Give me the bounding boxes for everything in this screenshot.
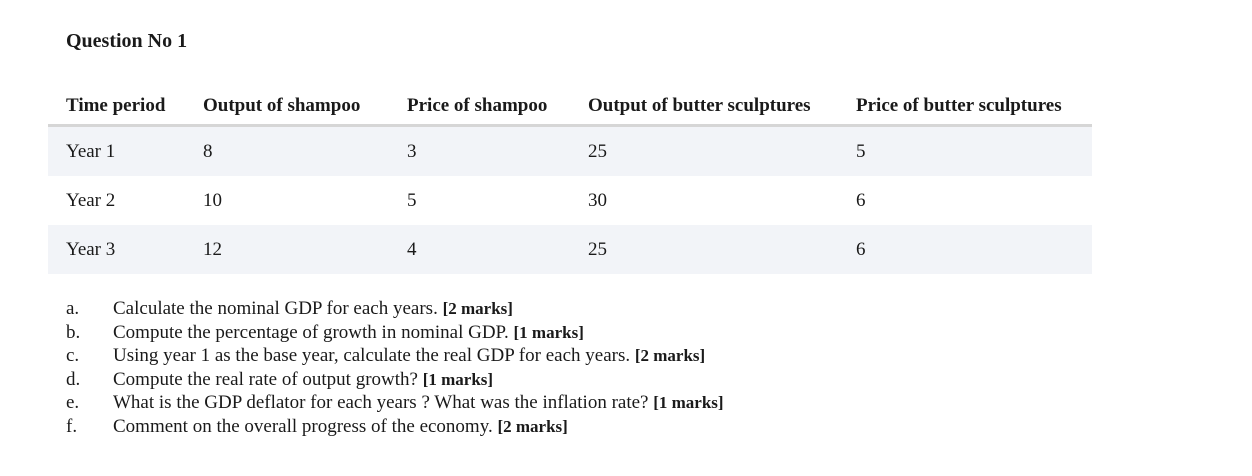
- table-cell: 8: [185, 125, 389, 176]
- table-cell: 6: [838, 225, 1092, 274]
- item-text: Compute the percentage of growth in nomi…: [113, 321, 514, 343]
- table-cell: 5: [838, 125, 1092, 176]
- table-cell: Year 1: [48, 125, 185, 176]
- item-marker: d.: [66, 368, 81, 390]
- item-marks: [1 marks]: [422, 369, 494, 389]
- item-text: Calculate the nominal GDP for each years…: [113, 298, 443, 319]
- item-text: What is the GDP deflator for each years …: [113, 392, 654, 413]
- list-item: d. Compute the real rate of output growt…: [66, 368, 724, 392]
- item-marker: e.: [66, 392, 80, 413]
- list-item: f. Comment on the overall progress of th…: [66, 415, 724, 439]
- item-text: Using year 1 as the base year, calculate…: [113, 345, 635, 366]
- list-item: e. What is the GDP deflator for each yea…: [66, 391, 724, 415]
- item-marks: [2 marks]: [497, 416, 568, 436]
- list-item: b. Compute the percentage of growth in n…: [66, 321, 724, 345]
- table-cell: Year 3: [48, 225, 185, 274]
- item-marks: [2 marks]: [634, 346, 706, 365]
- item-text: Comment on the overall progress of the e…: [113, 415, 498, 437]
- item-marker: c.: [66, 345, 80, 366]
- table-row: Year 2 10 5 30 6: [48, 176, 1092, 225]
- header-price-butter-sculptures: Price of butter sculptures: [838, 88, 1092, 127]
- table-cell: 30: [570, 176, 838, 225]
- item-marks: [2 marks]: [442, 299, 513, 318]
- table-header-row: Time period Output of shampoo Price of s…: [48, 88, 1092, 127]
- header-price-shampoo: Price of shampoo: [389, 88, 570, 127]
- item-text: Compute the real rate of output growth?: [113, 368, 423, 390]
- item-marker: f.: [66, 415, 78, 437]
- table-row: Year 3 12 4 25 6: [48, 225, 1092, 274]
- table-cell: 12: [185, 225, 389, 274]
- header-time-period: Time period: [48, 88, 185, 127]
- table-row: Year 1 8 3 25 5: [48, 125, 1092, 176]
- table-cell: 5: [389, 176, 570, 225]
- table-cell: 25: [570, 125, 838, 176]
- item-marker: b.: [66, 321, 81, 343]
- item-marks: [1 marks]: [513, 322, 584, 342]
- table-cell: Year 2: [48, 176, 185, 225]
- header-output-butter-sculptures: Output of butter sculptures: [570, 88, 838, 127]
- data-table: Time period Output of shampoo Price of s…: [48, 88, 1092, 274]
- header-output-shampoo: Output of shampoo: [185, 88, 389, 127]
- question-title: Question No 1: [66, 30, 188, 52]
- question-list: a. Calculate the nominal GDP for each ye…: [66, 297, 724, 438]
- list-item: a. Calculate the nominal GDP for each ye…: [66, 297, 724, 321]
- item-marks: [1 marks]: [653, 393, 724, 412]
- table-cell: 10: [185, 176, 389, 225]
- table-cell: 6: [838, 176, 1092, 225]
- table-cell: 25: [570, 225, 838, 274]
- table-cell: 3: [389, 125, 570, 176]
- list-item: c. Using year 1 as the base year, calcul…: [66, 344, 724, 368]
- item-marker: a.: [66, 298, 80, 319]
- table-cell: 4: [389, 225, 570, 274]
